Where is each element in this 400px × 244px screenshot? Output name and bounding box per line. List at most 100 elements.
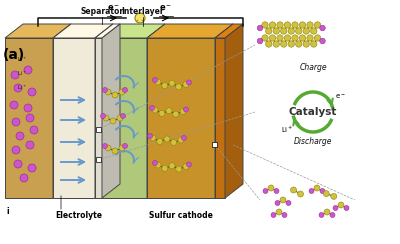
Bar: [96, 157, 101, 162]
Circle shape: [275, 201, 280, 205]
Circle shape: [110, 118, 116, 124]
Polygon shape: [147, 24, 165, 198]
Circle shape: [180, 109, 186, 114]
Circle shape: [14, 84, 22, 92]
Polygon shape: [5, 24, 71, 38]
Circle shape: [119, 145, 125, 151]
Circle shape: [112, 92, 118, 98]
Text: e$^-$: e$^-$: [107, 3, 121, 13]
Polygon shape: [102, 38, 147, 198]
Circle shape: [292, 35, 298, 41]
Circle shape: [155, 79, 161, 85]
Circle shape: [152, 78, 158, 82]
Circle shape: [120, 113, 126, 119]
Text: Charge: Charge: [299, 63, 327, 72]
Circle shape: [266, 41, 272, 47]
Bar: [96, 127, 101, 132]
Text: e$^-$: e$^-$: [159, 3, 173, 13]
Circle shape: [296, 41, 302, 47]
Circle shape: [288, 28, 294, 34]
Circle shape: [263, 189, 268, 193]
Text: i: i: [6, 207, 9, 216]
Circle shape: [28, 88, 36, 96]
Text: Electrolyte: Electrolyte: [55, 211, 102, 220]
Circle shape: [182, 135, 186, 141]
Circle shape: [338, 202, 344, 208]
Circle shape: [176, 166, 182, 172]
Circle shape: [135, 13, 145, 23]
Circle shape: [269, 22, 276, 28]
Circle shape: [296, 28, 302, 34]
Circle shape: [303, 41, 310, 47]
Circle shape: [119, 89, 125, 95]
Polygon shape: [95, 24, 113, 198]
Circle shape: [162, 165, 168, 171]
Circle shape: [157, 139, 163, 144]
Circle shape: [303, 28, 310, 34]
Circle shape: [162, 83, 168, 89]
Circle shape: [150, 105, 154, 111]
Circle shape: [274, 189, 279, 193]
Circle shape: [20, 174, 28, 182]
Circle shape: [323, 191, 329, 197]
Circle shape: [319, 213, 324, 217]
Circle shape: [10, 101, 18, 109]
Circle shape: [26, 141, 34, 149]
Circle shape: [286, 201, 291, 205]
Polygon shape: [147, 24, 233, 38]
Circle shape: [176, 84, 182, 90]
Circle shape: [299, 22, 306, 28]
Circle shape: [288, 41, 294, 47]
Circle shape: [292, 22, 298, 28]
Polygon shape: [215, 24, 233, 198]
Circle shape: [26, 114, 34, 122]
Bar: [212, 142, 217, 147]
Circle shape: [24, 66, 32, 74]
Circle shape: [262, 22, 268, 28]
Polygon shape: [53, 38, 95, 198]
Circle shape: [299, 35, 306, 41]
Circle shape: [100, 113, 106, 119]
Circle shape: [105, 145, 111, 151]
Polygon shape: [53, 24, 113, 38]
Circle shape: [257, 38, 263, 44]
Circle shape: [307, 35, 313, 41]
Circle shape: [112, 148, 118, 154]
Circle shape: [277, 35, 283, 41]
Text: Interlayer: Interlayer: [122, 7, 164, 16]
Circle shape: [152, 107, 158, 113]
Circle shape: [173, 111, 179, 117]
Circle shape: [320, 189, 325, 193]
Circle shape: [103, 115, 109, 121]
Text: (a): (a): [3, 48, 25, 62]
Circle shape: [290, 187, 296, 193]
Text: Separator: Separator: [80, 7, 124, 16]
Polygon shape: [95, 38, 102, 198]
Circle shape: [273, 41, 280, 47]
Circle shape: [314, 22, 321, 28]
Circle shape: [117, 115, 123, 121]
Circle shape: [276, 209, 282, 215]
Circle shape: [331, 193, 337, 199]
Circle shape: [277, 22, 283, 28]
Circle shape: [284, 22, 291, 28]
Circle shape: [266, 28, 272, 34]
Circle shape: [122, 88, 128, 92]
Circle shape: [344, 205, 349, 211]
Polygon shape: [95, 24, 120, 38]
Circle shape: [155, 162, 161, 168]
Circle shape: [257, 25, 263, 31]
Text: Li$^+$: Li$^+$: [17, 83, 27, 92]
Circle shape: [320, 38, 325, 44]
Circle shape: [183, 81, 189, 87]
Circle shape: [150, 135, 156, 141]
Circle shape: [330, 213, 335, 217]
Circle shape: [30, 126, 38, 134]
Circle shape: [164, 136, 170, 142]
Circle shape: [28, 164, 36, 172]
Circle shape: [320, 25, 325, 31]
Circle shape: [12, 146, 20, 154]
Text: Li$^+$: Li$^+$: [17, 56, 27, 64]
Circle shape: [262, 35, 268, 41]
Circle shape: [169, 80, 175, 86]
